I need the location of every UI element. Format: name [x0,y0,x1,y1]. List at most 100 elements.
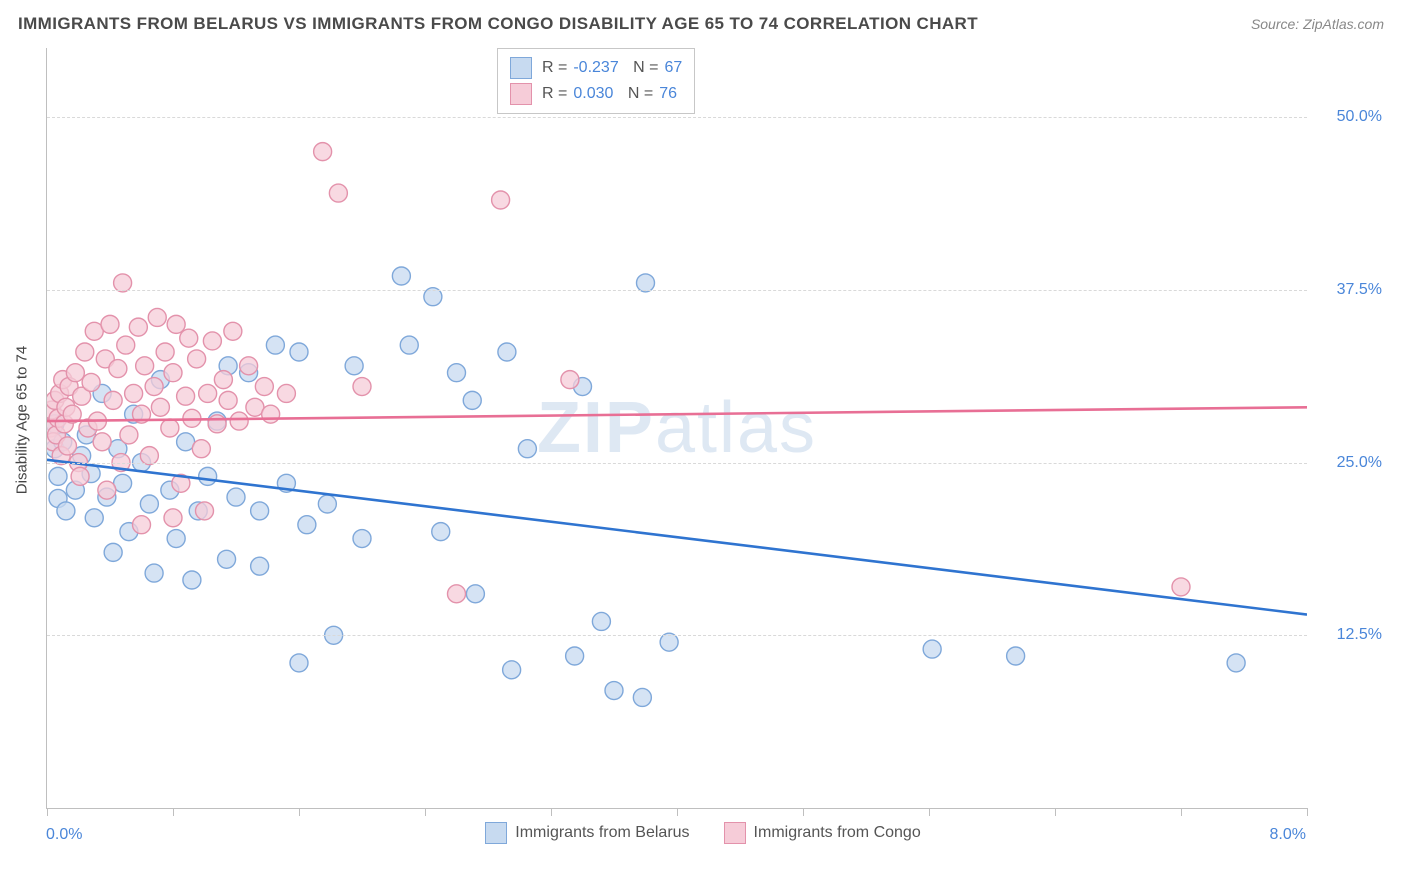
scatter-point [57,502,75,520]
y-tick-label: 25.0% [1337,454,1382,472]
scatter-point [353,530,371,548]
scatter-point [219,391,237,409]
scatter-point [318,495,336,513]
scatter-point [208,415,226,433]
scatter-point [208,412,226,430]
scatter-point [353,378,371,396]
scatter-point [71,467,89,485]
scatter-point [49,489,67,507]
x-tick [1055,808,1056,816]
y-axis-label: Disability Age 65 to 74 [14,346,31,494]
scatter-point [156,343,174,361]
scatter-point [77,426,95,444]
scatter-point [79,419,97,437]
scatter-point [145,564,163,582]
scatter-point [136,357,154,375]
scatter-point [246,398,264,416]
scatter-point [57,398,75,416]
scatter-point [448,585,466,603]
scatter-point [251,557,269,575]
scatter-point [82,465,100,483]
gridline-horizontal [47,117,1307,118]
scatter-point [192,440,210,458]
scatter-point [73,387,91,405]
correlation-legend: R = -0.237 N = 67R = 0.030 N = 76 [497,48,695,114]
x-tick [803,808,804,816]
gridline-horizontal [47,463,1307,464]
scatter-point [49,409,67,427]
scatter-point [266,336,284,354]
scatter-point [54,433,72,451]
scatter-point [329,184,347,202]
scatter-point [199,384,217,402]
series-legend-item: Immigrants from Congo [724,822,921,844]
y-tick-label: 50.0% [1337,108,1382,126]
scatter-point [392,267,410,285]
scatter-point [189,502,207,520]
scatter-point [82,373,100,391]
scatter-point [923,640,941,658]
plot-area: ZIPatlas R = -0.237 N = 67R = 0.030 N = … [46,48,1307,809]
scatter-point [224,322,242,340]
scatter-point [605,682,623,700]
scatter-point [88,412,106,430]
scatter-point [120,523,138,541]
scatter-point [214,371,232,389]
scatter-point [98,488,116,506]
scatter-point [66,481,84,499]
series-legend: Immigrants from Belarus Immigrants from C… [0,822,1406,844]
legend-r-value: -0.237 [573,59,618,77]
scatter-point [230,412,248,430]
scatter-point [400,336,418,354]
series-name: Immigrants from Congo [754,824,921,842]
scatter-point [164,364,182,382]
scatter-point [218,550,236,568]
scatter-point [290,343,308,361]
scatter-point [96,350,114,368]
scatter-point [1172,578,1190,596]
watermark-text: ZIPatlas [537,387,817,469]
scatter-point [1007,647,1025,665]
scatter-point [633,688,651,706]
legend-n-value: 67 [665,59,683,77]
scatter-point [58,437,76,455]
scatter-point [161,419,179,437]
scatter-point [93,384,111,402]
scatter-point [85,509,103,527]
x-tick [551,808,552,816]
scatter-point [54,371,72,389]
scatter-point [345,357,363,375]
legend-row: R = 0.030 N = 76 [510,81,682,107]
legend-swatch [724,822,746,844]
series-legend-item: Immigrants from Belarus [485,822,689,844]
legend-r-label: R = -0.237 [542,59,619,77]
scatter-point [255,378,273,396]
scatter-point [117,336,135,354]
scatter-point [76,343,94,361]
scatter-point [314,143,332,161]
scatter-point [47,440,64,458]
legend-swatch [485,822,507,844]
scatter-point [219,357,237,375]
scatter-point [199,467,217,485]
scatter-point [466,585,484,603]
chart-title: IMMIGRANTS FROM BELARUS VS IMMIGRANTS FR… [18,14,978,34]
x-tick [929,808,930,816]
scatter-point [498,343,516,361]
scatter-point [566,647,584,665]
legend-n-label: N = 76 [623,85,677,103]
scatter-point [98,481,116,499]
scatter-point [60,378,78,396]
legend-row: R = -0.237 N = 67 [510,55,682,81]
x-tick [173,808,174,816]
legend-swatch [510,57,532,79]
scatter-point [196,502,214,520]
scatter-point [133,405,151,423]
scatter-point [151,371,169,389]
scatter-point [114,474,132,492]
x-tick [299,808,300,816]
scatter-point [47,391,64,409]
scatter-point [148,308,166,326]
scatter-point [47,415,64,433]
gridline-horizontal [47,290,1307,291]
